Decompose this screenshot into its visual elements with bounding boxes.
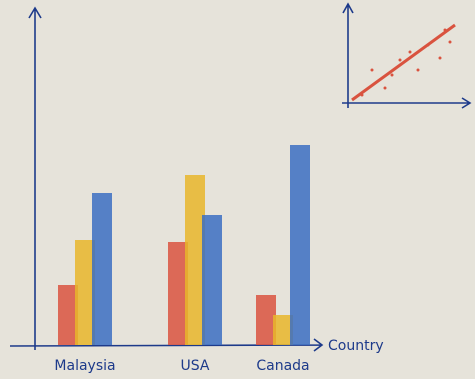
bar — [92, 193, 112, 345]
bar — [168, 242, 188, 345]
y-axis — [28, 6, 42, 350]
bar — [75, 240, 95, 345]
bar — [202, 215, 222, 345]
bar — [290, 145, 310, 345]
bar — [58, 285, 78, 345]
x-tick-label: USA — [181, 358, 210, 374]
x-axis — [9, 338, 324, 352]
bar — [273, 315, 293, 345]
bar — [256, 295, 276, 345]
inset-sketch — [342, 2, 472, 109]
x-axis-label: Country — [328, 338, 384, 354]
x-tick-label: Canada — [256, 358, 309, 374]
bar — [185, 175, 205, 345]
x-tick-label: Malaysia — [54, 358, 115, 374]
